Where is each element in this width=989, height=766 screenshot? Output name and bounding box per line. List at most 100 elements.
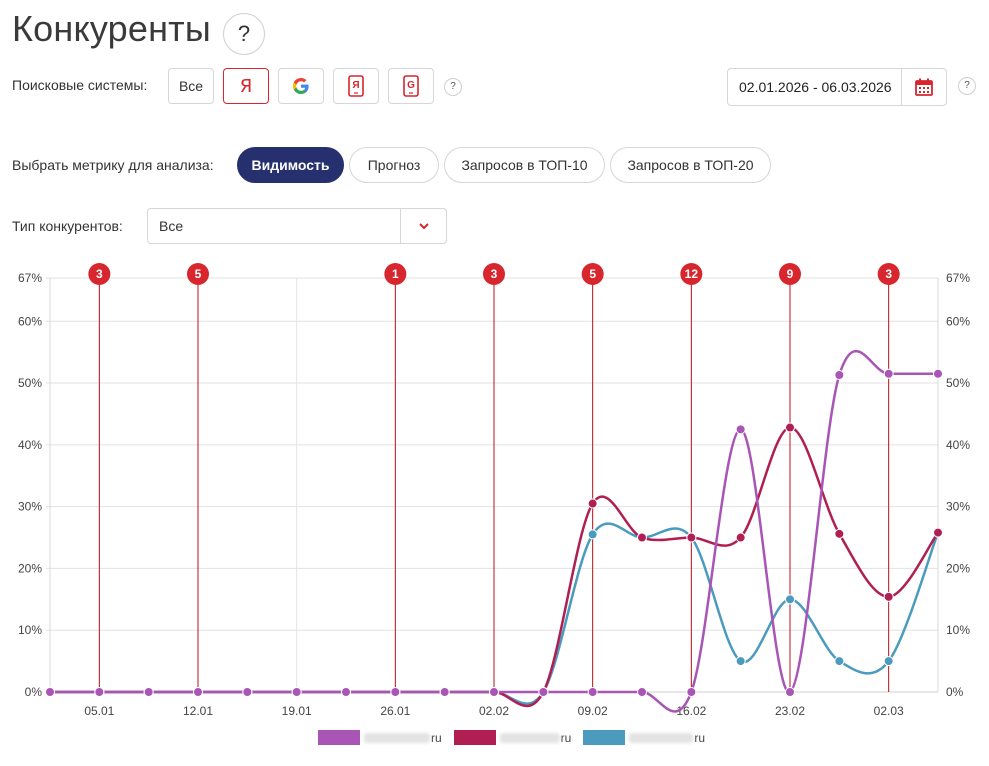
annotation-badge: [581, 263, 604, 285]
engine-all-label: Все: [178, 78, 204, 94]
y-tick-label-left: 20%: [18, 561, 42, 575]
engine-all-button[interactable]: Все: [168, 68, 214, 104]
data-point: [785, 687, 795, 697]
legend-blurred-domain: [629, 732, 694, 743]
y-tick-label-left: 40%: [18, 438, 42, 452]
data-point: [686, 532, 697, 543]
google-icon: [293, 78, 309, 94]
annotation-count: 3: [491, 267, 498, 281]
engine-yandex-button[interactable]: Я: [223, 68, 269, 104]
x-tick-label: 02.02: [479, 704, 509, 718]
x-tick-label: 19.01: [282, 704, 312, 718]
data-point: [439, 687, 450, 697]
y-tick-label-left: 30%: [18, 500, 42, 514]
data-point: [45, 687, 55, 697]
legend-label: ru: [560, 730, 572, 745]
data-point: [587, 687, 598, 697]
annotation-badge: [384, 263, 407, 285]
date-help-icon[interactable]: ?: [958, 77, 976, 95]
data-point: [489, 687, 499, 697]
chart-legend: ru ru ru: [318, 730, 717, 745]
legend-item[interactable]: ru: [583, 730, 705, 745]
data-point: [785, 422, 795, 433]
chevron-down-icon: [418, 223, 429, 230]
metric-top10-button[interactable]: Запросов в ТОП-10: [444, 147, 605, 183]
annotation-count: 3: [96, 267, 103, 281]
data-point: [538, 687, 549, 697]
engine-google-button[interactable]: [278, 68, 324, 104]
x-tick-label: 02.03: [874, 704, 904, 718]
calendar-icon: [915, 78, 934, 96]
data-point: [735, 532, 746, 543]
y-tick-label-left: 10%: [18, 623, 42, 637]
competitor-type-label: Тип конкурентов:: [12, 218, 123, 234]
visibility-chart: 0% 0% 10% 10% 20% 20% 30% 30% 40% 40% 50% 50% 60% 60%…: [18, 263, 970, 718]
legend-label: ru: [694, 730, 706, 745]
search-engines-label: Поисковые системы:: [12, 77, 148, 93]
data-point: [143, 687, 154, 697]
data-point: [834, 528, 845, 539]
annotation-count: 12: [685, 267, 699, 281]
data-point: [785, 594, 795, 605]
metric-top20-button[interactable]: Запросов в ТОП-20: [610, 147, 771, 183]
data-point: [686, 687, 697, 697]
x-tick-label: 09.02: [578, 704, 608, 718]
data-point: [933, 368, 943, 379]
data-point: [193, 687, 203, 697]
x-tick-label: 23.02: [775, 704, 805, 718]
data-point: [291, 687, 302, 697]
data-point: [341, 687, 351, 697]
help-icon[interactable]: ?: [223, 13, 265, 55]
google-mobile-letter: G: [407, 80, 415, 91]
y-tick-label-right: 60%: [946, 314, 970, 328]
x-tick-label: 16.02: [676, 704, 706, 718]
legend-label: ru: [431, 730, 442, 745]
y-tick-label-right: 50%: [946, 376, 970, 390]
y-tick-label-left: 0%: [25, 685, 43, 699]
annotation-badge: [680, 263, 703, 285]
legend-item[interactable]: ru: [318, 730, 442, 745]
yandex-mobile-letter: Я: [352, 80, 360, 91]
legend-blurred-domain: [364, 732, 430, 743]
metric-forecast-button[interactable]: Прогноз: [349, 147, 439, 183]
x-tick-label: 26.01: [380, 704, 410, 718]
google-mobile-icon: [403, 75, 419, 97]
data-point: [587, 498, 598, 509]
y-tick-label-right: 0%: [946, 685, 964, 699]
data-point: [883, 591, 894, 602]
data-point: [242, 687, 253, 697]
annotation-count: 3: [885, 267, 892, 281]
data-point: [637, 687, 647, 697]
metric-visibility-button[interactable]: Видимость: [237, 147, 344, 183]
data-point: [883, 656, 894, 667]
competitor-type-select[interactable]: Все: [147, 208, 447, 244]
x-tick-label: 05.01: [84, 704, 114, 718]
legend-swatch: [318, 730, 360, 745]
competitor-type-value: Все: [159, 218, 184, 234]
annotation-count: 5: [589, 267, 596, 281]
metric-label: Выбрать метрику для анализа:: [12, 157, 214, 173]
y-tick-label-left: 50%: [18, 376, 42, 390]
engine-google-mobile-button[interactable]: G: [388, 68, 434, 104]
yandex-icon: Я: [239, 75, 253, 97]
annotation-badge: [877, 263, 900, 285]
calendar-button[interactable]: [901, 69, 946, 105]
y-tick-label-right: 67%: [946, 271, 970, 285]
annotation-badge: [88, 263, 111, 285]
data-point: [834, 370, 845, 381]
legend-item[interactable]: ru: [453, 730, 572, 745]
engine-yandex-mobile-button[interactable]: Я: [333, 68, 379, 104]
select-toggle[interactable]: [400, 209, 446, 243]
data-point: [735, 424, 746, 435]
data-point: [637, 532, 647, 543]
legend-swatch: [453, 730, 496, 745]
data-point: [883, 368, 894, 379]
yandex-mobile-icon: [348, 75, 364, 97]
engines-help-icon[interactable]: ?: [444, 78, 462, 96]
data-point: [94, 687, 105, 697]
date-range-picker[interactable]: 02.01.2026 - 06.03.2026: [727, 68, 947, 106]
y-tick-label-right: 30%: [946, 500, 970, 514]
date-range-value: 02.01.2026 - 06.03.2026: [739, 79, 892, 95]
legend-swatch: [583, 730, 626, 745]
annotation-count: 5: [195, 267, 202, 281]
